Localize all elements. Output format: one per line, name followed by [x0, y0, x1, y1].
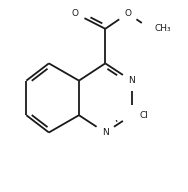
Text: N: N	[102, 128, 109, 137]
Text: O: O	[124, 9, 131, 18]
Text: CH₃: CH₃	[154, 24, 171, 33]
Text: O: O	[72, 9, 79, 18]
Text: Cl: Cl	[139, 111, 148, 120]
Text: N: N	[128, 76, 135, 85]
